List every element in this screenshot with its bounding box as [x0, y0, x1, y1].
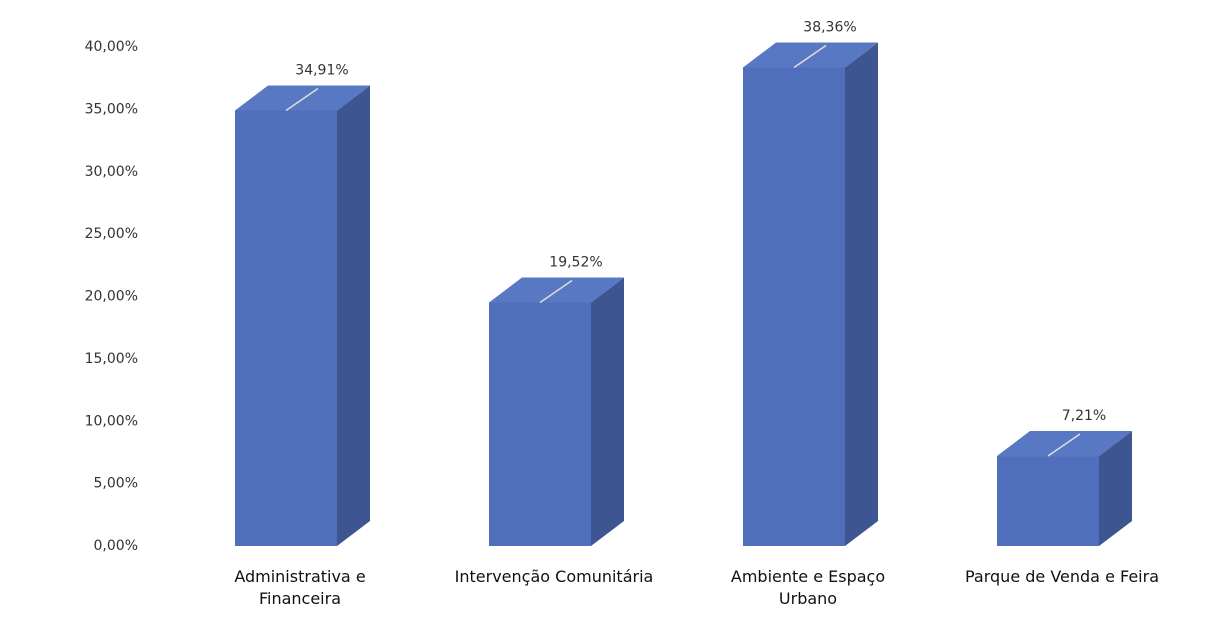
bar-front: [235, 110, 337, 547]
bar-top: [743, 42, 878, 68]
data-label: 34,91%: [295, 62, 348, 78]
bar-front: [489, 302, 591, 546]
x-tick-label-box: Administrativa e Financeira: [234, 567, 366, 608]
y-tick-label: 40,00%: [85, 39, 138, 55]
x-tick-label-box: Intervenção Comunitária: [454, 567, 654, 586]
x-tick-label-box: Ambiente e Espaço Urbano: [730, 567, 886, 608]
y-tick-label: 0,00%: [94, 538, 138, 554]
x-tick-label-box: Parque de Venda e Feira: [964, 567, 1159, 586]
y-tick-label: 5,00%: [94, 476, 138, 492]
bar-front: [743, 67, 845, 547]
bar-front: [997, 456, 1099, 546]
x-tick-label: Ambiente e Espaço Urbano: [730, 567, 886, 608]
bar-top: [997, 431, 1132, 457]
data-label: 19,52%: [549, 254, 602, 270]
bar-top: [235, 85, 370, 111]
leader-line: [539, 279, 573, 304]
x-tick-label: Intervenção Comunitária: [454, 567, 654, 586]
bar-side: [591, 277, 624, 546]
y-tick-label: 35,00%: [85, 101, 138, 117]
leader-line: [285, 87, 319, 112]
x-tick-label: Administrativa e Financeira: [234, 567, 366, 608]
bar: [743, 42, 878, 547]
y-tick-label: 25,00%: [85, 226, 138, 242]
y-tick-label: 30,00%: [85, 164, 138, 180]
bar-top: [489, 277, 624, 303]
x-tick-label: Parque de Venda e Feira: [964, 567, 1159, 586]
leader-line: [1047, 433, 1081, 457]
bar-side: [845, 42, 878, 547]
bar: [997, 431, 1132, 546]
data-label: 38,36%: [803, 19, 856, 35]
bar-side: [1099, 431, 1132, 546]
bar: [489, 277, 624, 546]
bar-side: [337, 85, 370, 547]
y-tick-label: 10,00%: [85, 413, 138, 429]
y-tick-label: 20,00%: [85, 289, 138, 305]
leader-line: [793, 44, 827, 69]
data-label: 7,21%: [1062, 408, 1106, 424]
bar: [235, 85, 370, 547]
y-tick-label: 15,00%: [85, 351, 138, 367]
